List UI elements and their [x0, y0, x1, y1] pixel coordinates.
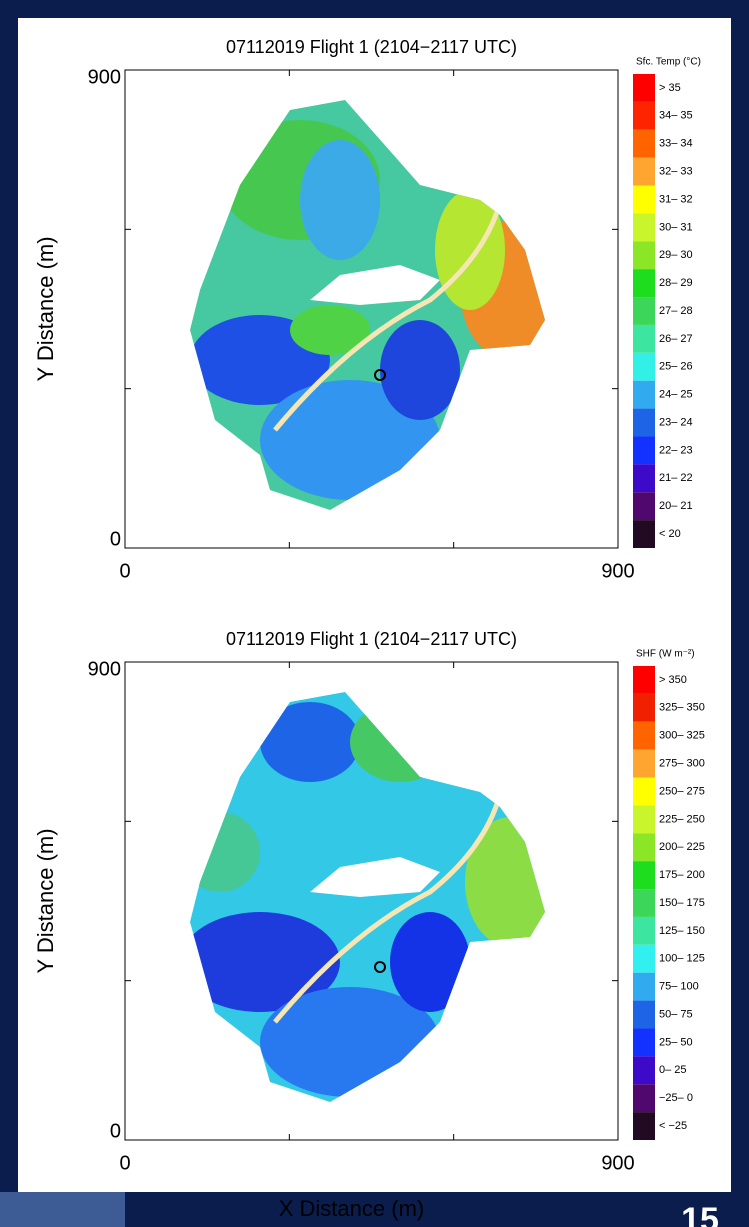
colorbar-label: 225– 250 — [659, 813, 705, 825]
colorbar-label: < 20 — [659, 528, 681, 540]
colorbar-swatch — [633, 945, 655, 973]
colorbar-label: 100– 125 — [659, 953, 705, 965]
colorbar-swatch — [633, 297, 655, 325]
colorbar-label: 250– 275 — [659, 785, 705, 797]
colorbar-label: 75– 100 — [659, 981, 699, 993]
colorbar-swatch — [633, 750, 655, 778]
colorbar-title: Sfc. Temp (°C) — [636, 57, 701, 68]
colorbar-label: 21– 22 — [659, 472, 693, 484]
colorbar-label: 29– 30 — [659, 249, 693, 261]
y-tick-label: 900 — [88, 658, 121, 680]
colorbar-swatch — [633, 436, 655, 464]
x-tick-label: 0 — [119, 1152, 130, 1174]
colorbar-label: 32– 33 — [659, 165, 693, 177]
colorbar-swatch — [633, 833, 655, 861]
colorbar-swatch — [633, 973, 655, 1001]
x-tick-label: 900 — [601, 1152, 634, 1174]
y-tick-label: 900 — [88, 66, 121, 88]
colorbar-label: < −25 — [659, 1120, 687, 1132]
colorbar-label: 125– 150 — [659, 925, 705, 937]
colorbar-swatch — [633, 722, 655, 750]
colorbar-label: > 350 — [659, 674, 687, 686]
colorbar-swatch — [633, 1084, 655, 1112]
colorbar-label: 27– 28 — [659, 305, 693, 317]
colorbar-label: 275– 300 — [659, 757, 705, 769]
colorbar-swatch — [633, 130, 655, 158]
colorbar-swatch — [633, 1028, 655, 1056]
colorbar-label: 28– 29 — [659, 277, 693, 289]
colorbar-label: 23– 24 — [659, 416, 693, 428]
colorbar-swatch — [633, 778, 655, 806]
colorbar-label: 25– 50 — [659, 1036, 693, 1048]
colorbar-swatch — [633, 325, 655, 353]
colorbar-label: > 35 — [659, 82, 681, 94]
stripe — [0, 1192, 125, 1227]
colorbar-label: 25– 26 — [659, 361, 693, 373]
colorbar-swatch — [633, 1112, 655, 1140]
page: 15 07112019 Flight 1 (2104−2117 UTC) 0 900… — [0, 0, 749, 1227]
colorbar-label: 24– 25 — [659, 389, 693, 401]
colorbar-swatch — [633, 492, 655, 520]
colorbar-swatch — [633, 74, 655, 102]
chart-title: 07112019 Flight 1 (2104−2117 UTC) — [226, 37, 517, 57]
slide-number: 15 — [681, 1201, 719, 1227]
colorbar-label: 300– 325 — [659, 730, 705, 742]
colorbar-swatch — [633, 186, 655, 214]
colorbar-label: 22– 23 — [659, 444, 693, 456]
colorbar-swatch — [633, 889, 655, 917]
x-tick-label: 900 — [601, 560, 634, 582]
y-tick-label: 0 — [110, 1120, 121, 1142]
colorbar-swatch — [633, 409, 655, 437]
colorbar-label: 175– 200 — [659, 869, 705, 881]
colorbar-swatch — [633, 1056, 655, 1084]
colorbar-swatch — [633, 861, 655, 889]
colorbar-label: 150– 175 — [659, 897, 705, 909]
colorbar-label: 325– 350 — [659, 702, 705, 714]
colorbar-swatch — [633, 666, 655, 694]
colorbar-swatch — [633, 381, 655, 409]
colorbar-swatch — [633, 269, 655, 297]
colorbar-swatch — [633, 353, 655, 381]
colorbar-swatch — [633, 917, 655, 945]
colorbar-swatch — [633, 694, 655, 722]
colorbar-swatch — [633, 464, 655, 492]
y-tick-label: 0 — [110, 528, 121, 550]
colorbar-label: 50– 75 — [659, 1008, 693, 1020]
colorbar-label: −25– 0 — [659, 1092, 693, 1104]
x-tick-label: 0 — [119, 560, 130, 582]
colorbar-swatch — [633, 520, 655, 548]
x-axis-label: X Distance (m) — [279, 1196, 424, 1221]
colorbar-swatch — [633, 158, 655, 186]
y-axis-label: Y Distance (m) — [33, 236, 58, 381]
slide: 15 07112019 Flight 1 (2104−2117 UTC) 0 900… — [0, 0, 749, 1227]
colorbar-swatch — [633, 213, 655, 241]
colorbar-label: 200– 225 — [659, 841, 705, 853]
colorbar-label: 34– 35 — [659, 110, 693, 122]
colorbar-label: 30– 31 — [659, 221, 693, 233]
colorbar-label: 20– 21 — [659, 500, 693, 512]
colorbar-swatch — [633, 805, 655, 833]
colorbar-swatch — [633, 241, 655, 269]
colorbar-label: 31– 32 — [659, 193, 693, 205]
colorbar-swatch — [633, 1001, 655, 1029]
colorbar-label: 26– 27 — [659, 333, 693, 345]
colorbar-title: SHF (W m⁻²) — [636, 649, 695, 660]
chart-title: 07112019 Flight 1 (2104−2117 UTC) — [226, 629, 517, 649]
y-axis-label: Y Distance (m) — [33, 828, 58, 973]
colorbar-label: 0– 25 — [659, 1064, 687, 1076]
colorbar-label: 33– 34 — [659, 138, 693, 150]
colorbar-swatch — [633, 102, 655, 130]
